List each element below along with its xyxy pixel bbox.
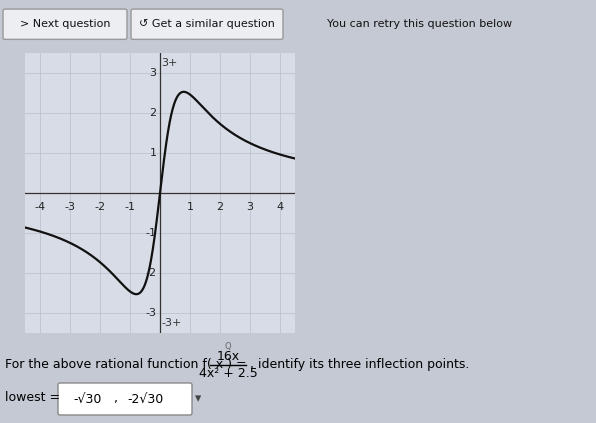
Text: -1: -1 — [125, 202, 135, 212]
Text: -3: -3 — [64, 202, 76, 212]
Text: -1: -1 — [145, 228, 156, 238]
Text: ↺ Get a similar question: ↺ Get a similar question — [139, 19, 275, 29]
Text: > Next question: > Next question — [20, 19, 110, 29]
Text: , identify its three inflection points.: , identify its three inflection points. — [250, 358, 470, 371]
Text: 2: 2 — [149, 108, 156, 118]
Text: 3: 3 — [150, 68, 156, 78]
Text: 4: 4 — [277, 202, 284, 212]
Text: lowest =: lowest = — [5, 391, 60, 404]
Text: 3+: 3+ — [162, 58, 178, 68]
FancyBboxPatch shape — [3, 9, 127, 39]
Text: 4x² + 2.5: 4x² + 2.5 — [198, 368, 257, 380]
Text: -2√30: -2√30 — [127, 393, 163, 406]
Text: -2: -2 — [94, 202, 105, 212]
Text: ▾: ▾ — [195, 393, 201, 406]
Text: 1: 1 — [150, 148, 156, 158]
Text: 3: 3 — [247, 202, 253, 212]
Text: Q: Q — [225, 343, 231, 352]
Text: 2: 2 — [216, 202, 224, 212]
Text: ,: , — [114, 393, 118, 406]
Text: -√30: -√30 — [74, 393, 102, 406]
Text: You can retry this question below: You can retry this question below — [327, 19, 513, 29]
Text: 1: 1 — [187, 202, 194, 212]
Text: -4: -4 — [35, 202, 45, 212]
FancyBboxPatch shape — [131, 9, 283, 39]
Text: 16x: 16x — [216, 351, 240, 363]
FancyBboxPatch shape — [58, 383, 192, 415]
Text: -3: -3 — [145, 308, 156, 318]
Text: For the above rational function f( x ) =: For the above rational function f( x ) = — [5, 358, 251, 371]
Text: -2: -2 — [145, 268, 156, 278]
Text: -3+: -3+ — [162, 318, 182, 328]
